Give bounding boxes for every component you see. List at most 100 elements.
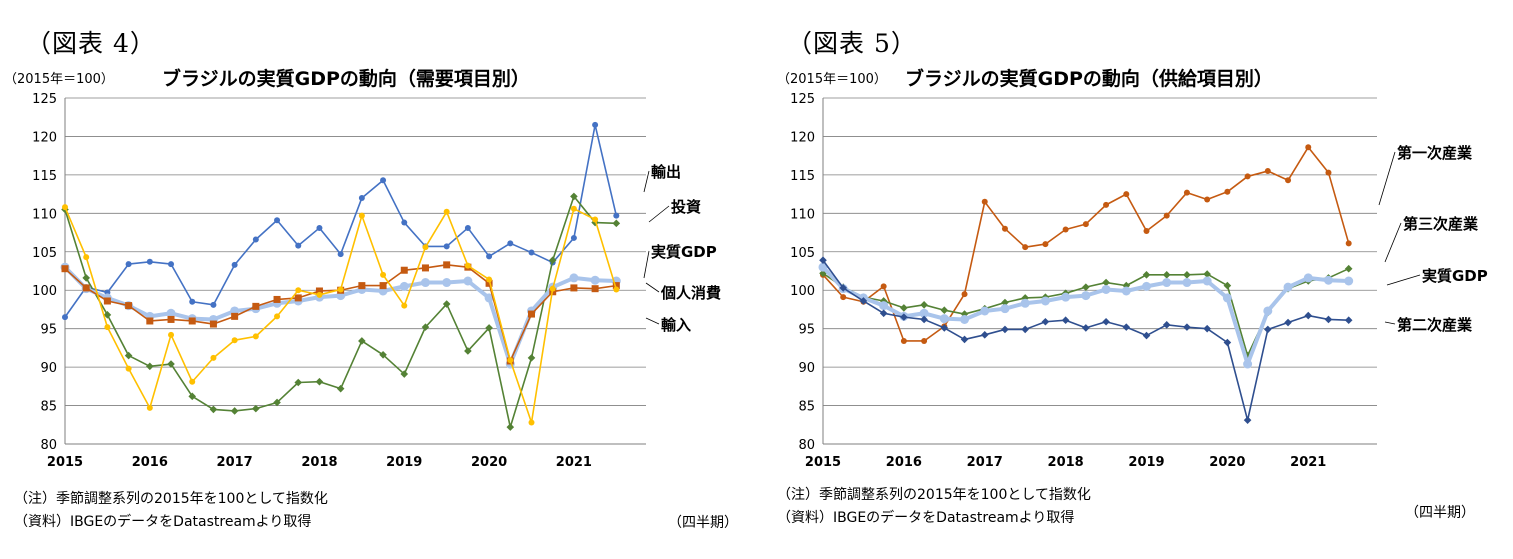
data-point xyxy=(336,384,345,393)
data-point xyxy=(337,286,344,293)
data-point xyxy=(188,392,197,401)
data-point xyxy=(273,295,281,303)
y-tick-label: 115 xyxy=(790,169,815,184)
data-point xyxy=(570,284,578,292)
x-tick-label: 2019 xyxy=(1128,455,1164,470)
data-point xyxy=(1285,177,1292,184)
y-tick-label: 105 xyxy=(32,246,57,261)
series-label: 第三次産業 xyxy=(1403,215,1479,233)
data-point xyxy=(442,300,451,308)
data-point xyxy=(1202,276,1212,286)
data-point xyxy=(463,276,473,286)
data-point xyxy=(485,324,493,332)
data-point xyxy=(124,351,133,360)
x-tick-label: 2016 xyxy=(132,455,168,470)
data-point xyxy=(1223,281,1232,290)
data-point xyxy=(486,276,493,283)
data-point xyxy=(1344,264,1353,273)
data-point xyxy=(527,310,535,318)
data-point xyxy=(167,360,175,368)
data-point xyxy=(464,262,471,269)
series-label: 実質GDP xyxy=(651,243,717,261)
data-point xyxy=(1081,291,1091,301)
data-point xyxy=(380,177,387,184)
series-1 xyxy=(61,192,621,431)
chart-panel-demand: （図表 4） （2015年＝100） ブラジルの実質GDPの動向（需要項目別） … xyxy=(0,0,756,559)
data-point xyxy=(1303,273,1313,283)
data-point xyxy=(231,261,238,268)
data-point xyxy=(570,234,577,241)
data-point xyxy=(1102,278,1110,287)
label-leader xyxy=(1378,151,1396,206)
data-point xyxy=(62,314,68,321)
data-point xyxy=(1122,281,1131,290)
series-label: 投資 xyxy=(671,198,701,216)
label-leader xyxy=(1384,321,1396,325)
data-point xyxy=(210,354,217,361)
data-point xyxy=(316,224,323,231)
data-point xyxy=(1162,321,1171,329)
x-tick-label: 2021 xyxy=(1290,455,1326,470)
source-line: （資料）IBGEのデータをDatastreamより取得 xyxy=(777,510,1075,526)
data-point xyxy=(527,354,536,362)
data-point xyxy=(1021,325,1029,334)
data-point xyxy=(1123,191,1130,198)
data-point xyxy=(1344,316,1353,325)
data-point xyxy=(401,302,408,309)
data-point xyxy=(1082,221,1089,228)
series-label: 第二次産業 xyxy=(1397,316,1473,334)
unit-label: （2015年＝100） xyxy=(777,72,887,87)
figure-label: （図表 4） xyxy=(26,29,156,58)
data-point xyxy=(591,218,599,227)
x-tick-label: 2015 xyxy=(805,455,841,470)
data-point xyxy=(315,377,324,386)
data-point xyxy=(900,304,908,312)
data-point xyxy=(103,297,111,305)
data-point xyxy=(549,285,556,292)
data-point xyxy=(592,216,599,223)
unit-label: （2015年＝100） xyxy=(4,72,114,87)
data-point xyxy=(879,309,888,318)
data-point xyxy=(818,262,828,272)
data-point xyxy=(125,261,132,268)
data-point xyxy=(960,335,969,344)
data-point xyxy=(1182,278,1192,288)
data-point xyxy=(400,370,409,378)
data-point xyxy=(980,331,989,339)
data-point xyxy=(358,194,365,201)
x-tick-label: 2018 xyxy=(301,455,337,470)
data-point xyxy=(570,192,578,201)
data-point xyxy=(1000,304,1010,314)
data-point xyxy=(613,212,620,219)
data-point xyxy=(83,254,90,261)
data-point xyxy=(548,256,557,265)
label-leader xyxy=(1386,274,1421,286)
data-point xyxy=(900,313,908,321)
data-point xyxy=(1264,168,1271,175)
data-point xyxy=(879,301,889,311)
data-point xyxy=(1344,276,1354,286)
data-point xyxy=(507,240,514,247)
data-point xyxy=(1304,311,1313,320)
data-point xyxy=(125,302,133,310)
y-tick-label: 125 xyxy=(790,92,815,107)
data-point xyxy=(528,419,535,426)
data-point xyxy=(1142,331,1151,340)
data-point xyxy=(506,423,515,431)
data-point xyxy=(613,286,620,293)
y-tick-label: 90 xyxy=(798,361,815,376)
data-point xyxy=(1162,271,1171,279)
data-point xyxy=(252,333,259,340)
data-point xyxy=(399,281,409,291)
y-tick-label: 100 xyxy=(32,284,57,299)
data-point xyxy=(1203,270,1211,278)
data-point xyxy=(252,236,259,243)
data-point xyxy=(62,204,68,211)
data-point xyxy=(252,302,260,310)
data-point xyxy=(1243,416,1252,424)
series-3 xyxy=(819,256,1353,424)
data-point xyxy=(1001,225,1008,232)
data-point xyxy=(188,317,196,325)
data-point xyxy=(230,407,239,415)
label-leader xyxy=(1384,222,1402,263)
